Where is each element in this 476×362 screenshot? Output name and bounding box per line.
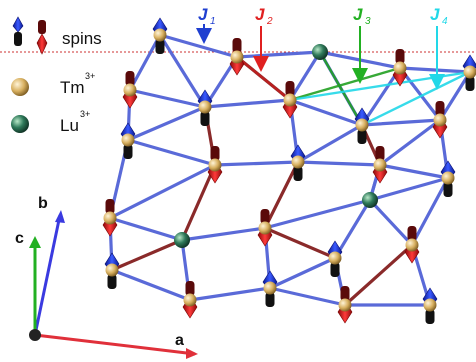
tm-ion-19 — [404, 226, 420, 264]
tm-ion-14 — [440, 160, 456, 197]
coupling-j3-letter: J — [353, 5, 363, 24]
lu-ion-18 — [362, 192, 378, 208]
tm-ion-1 — [229, 38, 245, 76]
legend-spin-up-icon — [12, 16, 24, 46]
bond-8 — [360, 66, 402, 127]
tm-ion-22 — [262, 270, 278, 307]
legend-spin-down-icon — [36, 20, 48, 55]
bond-7 — [288, 50, 322, 102]
axis-b-arrow — [33, 214, 62, 336]
atom-layer — [102, 17, 476, 324]
bond-40 — [368, 176, 450, 202]
bond-48 — [188, 286, 272, 302]
coupling-path-0 — [236, 56, 291, 101]
axis-a-label: a — [175, 332, 184, 349]
bond-16 — [126, 105, 207, 142]
axis-a-arrow — [34, 333, 196, 356]
bond-29 — [263, 160, 300, 230]
tm-ion-23 — [337, 286, 353, 324]
tm-ion-10 — [120, 122, 136, 159]
coupling-j2-letter: J — [255, 5, 265, 24]
coupling-j1: J 1 — [196, 5, 216, 44]
legend-lu-label: Lu — [60, 116, 79, 135]
tm-ion-3 — [392, 49, 408, 87]
tm-ion-24 — [422, 287, 438, 324]
axes-origin — [29, 329, 41, 341]
coupling-j4: J 4 — [429, 5, 448, 90]
bond-19 — [296, 123, 364, 164]
bond-4 — [128, 33, 162, 92]
bond-1 — [235, 50, 322, 59]
bond-49 — [268, 286, 347, 307]
coupling-path-1 — [289, 66, 401, 102]
coupling-path-2 — [318, 51, 364, 126]
bond-14 — [360, 118, 442, 127]
legend-tm-icon — [11, 78, 29, 96]
bond-33 — [108, 216, 184, 242]
tm-ion-15 — [102, 199, 118, 237]
tm-ion-5 — [122, 71, 138, 109]
legend: spins Tm 3+ Lu 3+ — [11, 16, 102, 135]
tm-ion-9 — [432, 101, 448, 139]
tm-ion-11 — [207, 146, 223, 184]
bond-13 — [288, 98, 364, 127]
bond-31 — [410, 176, 450, 247]
coupling-j1-subscript: 1 — [210, 16, 216, 27]
tm-ion-21 — [182, 281, 198, 319]
coupling-path-3 — [361, 70, 471, 127]
bond-9 — [438, 70, 472, 122]
bond-26 — [378, 163, 450, 180]
bond-network — [108, 33, 472, 307]
lu-ion-16 — [174, 232, 190, 248]
axis-c-label: c — [15, 230, 24, 247]
legend-tm-label: Tm — [60, 78, 85, 97]
bond-10 — [398, 66, 442, 122]
bond-46 — [110, 238, 184, 272]
coupling-j4-subscript: 4 — [442, 16, 448, 27]
coupling-j3-subscript: 3 — [365, 16, 371, 27]
bond-24 — [213, 160, 300, 167]
tm-ion-7 — [282, 81, 298, 119]
legend-lu-icon — [11, 115, 29, 133]
legend-tm-charge: 3+ — [85, 71, 95, 81]
tm-ion-25 — [327, 240, 343, 277]
bond-38 — [263, 198, 372, 230]
bond-3 — [398, 66, 472, 74]
axis-b-label: b — [38, 195, 48, 212]
bond-12 — [203, 98, 292, 109]
bond-37 — [368, 198, 414, 247]
bond-22 — [378, 118, 442, 167]
coupling-j1-letter: J — [198, 5, 208, 24]
tm-ion-8 — [354, 107, 370, 144]
tm-ion-17 — [257, 209, 273, 247]
tm-ion-0 — [152, 17, 168, 54]
lu-ion-2 — [312, 44, 328, 60]
bond-11 — [128, 88, 207, 109]
tm-ion-6 — [197, 89, 213, 126]
bond-54 — [158, 33, 207, 109]
legend-lu-charge: 3+ — [80, 109, 90, 119]
coupling-j4-letter: J — [430, 5, 440, 24]
tm-ion-20 — [104, 252, 120, 289]
coupling-j3: J 3 — [352, 5, 371, 84]
bond-47 — [110, 268, 192, 302]
crystal-axes: a b c — [15, 195, 198, 359]
bond-51 — [268, 256, 337, 290]
tm-ion-12 — [290, 144, 306, 181]
bond-32 — [108, 163, 217, 220]
legend-spins-label: spins — [62, 29, 102, 48]
coupling-j2: J 2 — [253, 5, 273, 72]
bond-25 — [296, 160, 382, 167]
bond-35 — [263, 226, 337, 260]
bond-52 — [343, 243, 414, 307]
tm-ion-4 — [462, 54, 476, 91]
bond-23 — [126, 138, 217, 167]
bond-0 — [158, 33, 239, 59]
tm-ion-13 — [372, 146, 388, 184]
bond-34 — [180, 226, 267, 242]
bond-36 — [333, 198, 372, 260]
bond-28 — [180, 163, 217, 242]
coupling-j2-subscript: 2 — [266, 16, 273, 27]
